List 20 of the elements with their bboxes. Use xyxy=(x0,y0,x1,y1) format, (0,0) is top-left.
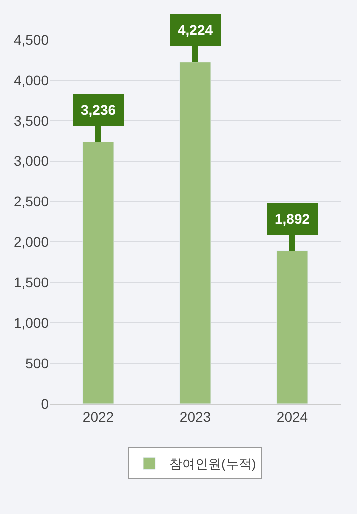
data-label: 3,236 xyxy=(81,102,116,118)
bar xyxy=(276,250,308,404)
x-tick-label: 2024 xyxy=(276,408,308,425)
y-tick-label: 500 xyxy=(26,355,50,372)
bar xyxy=(82,142,114,404)
y-tick-label: 4,500 xyxy=(14,32,50,48)
data-label: 1,892 xyxy=(275,211,310,227)
legend-label: 참여인원(누적) xyxy=(170,456,256,472)
y-tick-label: 4,000 xyxy=(14,72,50,88)
x-tick-label: 2022 xyxy=(82,408,114,425)
y-tick-label: 2,500 xyxy=(14,194,50,210)
y-tick-label: 0 xyxy=(41,396,50,412)
y-tick-label: 3,000 xyxy=(14,153,50,170)
bar xyxy=(180,62,212,404)
data-label: 4,224 xyxy=(178,22,214,38)
y-tick-label: 1,500 xyxy=(14,274,50,291)
x-tick-label: 2023 xyxy=(180,408,212,425)
y-tick-label: 1,000 xyxy=(14,315,50,332)
y-tick-label: 3,500 xyxy=(14,112,50,129)
y-tick-label: 2,000 xyxy=(14,234,50,250)
